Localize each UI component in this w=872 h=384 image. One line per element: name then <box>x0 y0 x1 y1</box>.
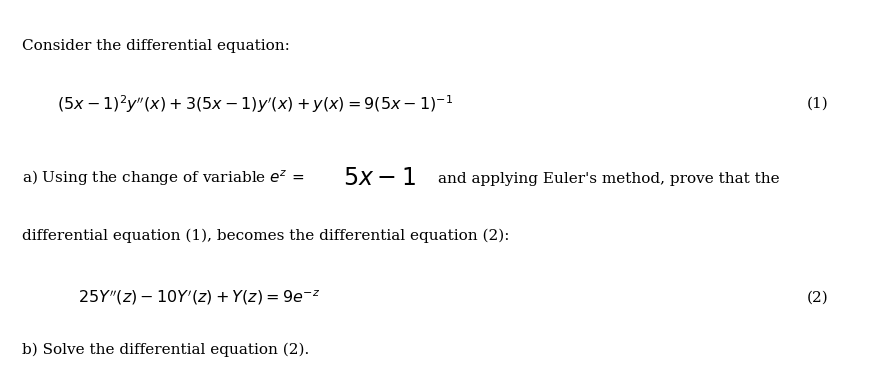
Text: (1): (1) <box>807 97 828 111</box>
Text: $(5x-1)^2y''(x)+3(5x-1)y'(x)+y(x)=9(5x-1)^{-1}$: $(5x-1)^2y''(x)+3(5x-1)y'(x)+y(x)=9(5x-1… <box>57 93 453 114</box>
Text: (2): (2) <box>807 291 828 305</box>
Text: $25Y''(z)-10Y'(z)+Y(z)=9e^{-z}$: $25Y''(z)-10Y'(z)+Y(z)=9e^{-z}$ <box>78 288 321 307</box>
Text: and applying Euler's method, prove that the: and applying Euler's method, prove that … <box>438 172 780 185</box>
Text: $5x-1$: $5x-1$ <box>343 167 415 190</box>
Text: a) Using the change of variable $e^z\,=$: a) Using the change of variable $e^z\,=$ <box>22 169 304 189</box>
Text: b) Solve the differential equation (2).: b) Solve the differential equation (2). <box>22 342 309 357</box>
Text: differential equation (1), becomes the differential equation (2):: differential equation (1), becomes the d… <box>22 229 509 243</box>
Text: Consider the differential equation:: Consider the differential equation: <box>22 39 290 53</box>
